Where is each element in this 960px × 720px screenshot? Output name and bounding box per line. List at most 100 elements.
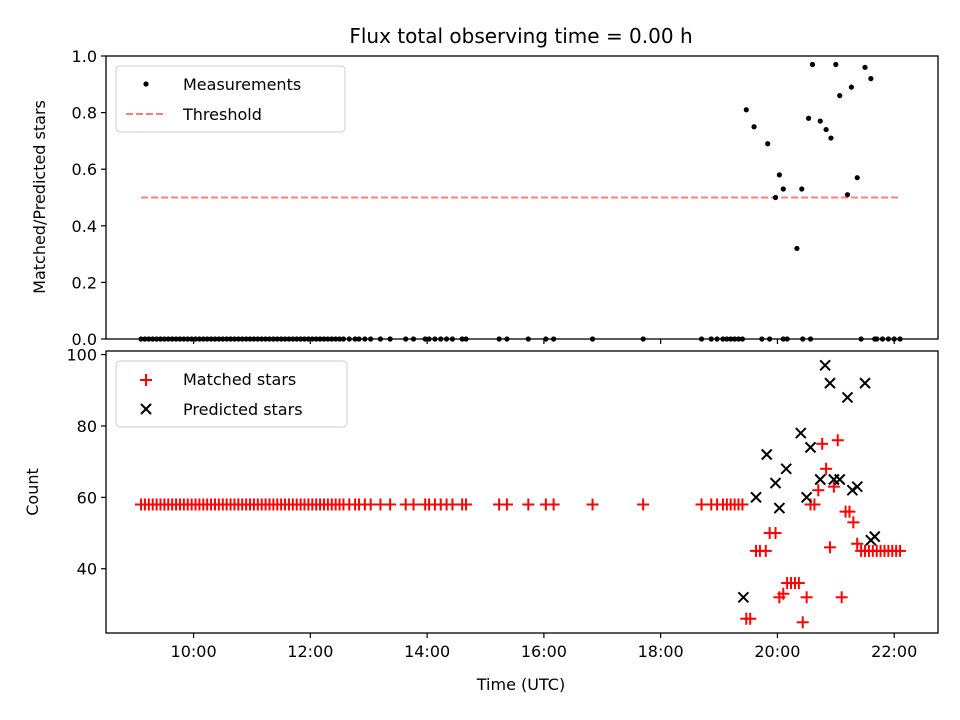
bottom-y-tick-label: 80	[77, 417, 97, 436]
measurement-point	[868, 76, 874, 82]
measurement-point	[844, 192, 851, 198]
matched-star-point	[637, 498, 650, 511]
matched-star-point	[800, 591, 813, 604]
predicted-star-point	[869, 530, 881, 543]
matched-star-point	[808, 498, 821, 511]
bottom-y-tick-label: 100	[66, 346, 97, 365]
measurement-point	[854, 175, 860, 181]
matched-star-point	[586, 498, 599, 511]
predicted-star-point	[841, 391, 854, 404]
predicted-star-point	[859, 377, 871, 389]
legend-measurements-marker	[143, 81, 149, 87]
measurement-point	[817, 118, 823, 124]
measurement-point	[780, 186, 786, 192]
bottom-plot-area	[135, 359, 907, 629]
measurement-point	[828, 135, 834, 141]
measurement-point	[848, 84, 854, 90]
x-tick-label: 22:00	[871, 642, 917, 661]
bottom-x-ticks: 10:00 12:00 14:00 16:00 18:00 20:00 22:00	[171, 633, 917, 661]
matched-star-point	[843, 505, 856, 518]
measurement-point	[772, 194, 779, 201]
matched-star-point	[835, 591, 848, 604]
matched-star-point	[744, 612, 757, 625]
matched-star-point	[769, 527, 782, 540]
measurement-point	[794, 245, 800, 252]
predicted-star-point	[824, 377, 836, 389]
bottom-panel: 40 60 80 100 10:00 12:00 14:00 16:00 18:00 20:00…	[23, 346, 939, 694]
top-panel: 0.0 0.2 0.4 0.6 0.8 1.0 Matched/Predicted sta…	[30, 47, 939, 349]
matched-star-point	[827, 480, 840, 493]
matched-star-point	[460, 498, 473, 511]
predicted-star-point	[800, 491, 813, 504]
measurement-point	[837, 93, 843, 99]
matched-star-point	[796, 616, 809, 629]
measurement-point	[743, 107, 749, 113]
top-plot-area	[138, 61, 903, 342]
predicted-star-point	[814, 473, 826, 486]
measurement-point	[809, 61, 816, 68]
matched-star-point	[831, 434, 844, 447]
measurement-point	[776, 172, 782, 178]
predicted-star-point	[851, 480, 863, 493]
legend-matched-marker	[140, 374, 152, 386]
matched-star-point	[823, 541, 836, 554]
matched-star-point	[851, 537, 864, 550]
bottom-axes-frame	[105, 350, 939, 634]
x-axis-label: Time (UTC)	[476, 675, 565, 694]
chart-title: Flux total observing time = 0.00 h	[349, 24, 692, 48]
bottom-y-tick-label: 40	[77, 560, 97, 579]
matched-star-point	[547, 498, 560, 511]
top-y-tick-label: 1.0	[72, 47, 97, 66]
measurement-point	[805, 115, 812, 121]
top-y-ticks: 0.0 0.2 0.4 0.6 0.8 1.0	[72, 47, 106, 349]
matched-star-point	[812, 484, 825, 497]
matched-star-point	[384, 498, 397, 511]
legend-threshold-label: Threshold	[182, 105, 262, 124]
measurement-point	[833, 61, 839, 68]
predicted-star-point	[819, 359, 831, 371]
top-axes-frame	[105, 55, 939, 340]
x-tick-label: 18:00	[638, 642, 684, 661]
bottom-y-tick-label: 60	[77, 488, 97, 507]
legend-predicted-label: Predicted stars	[183, 400, 303, 419]
top-legend: Measurements Threshold	[115, 65, 346, 133]
predicted-star-point	[761, 448, 773, 461]
x-tick-label: 14:00	[404, 642, 450, 661]
matched-star-point	[759, 544, 772, 557]
matched-star-point	[407, 498, 420, 511]
matched-star-point	[820, 462, 833, 475]
top-y-tick-label: 0.4	[72, 217, 97, 236]
matched-star-point	[816, 437, 829, 450]
bottom-legend: Matched stars Predicted stars	[115, 360, 348, 428]
predicted-star-point	[773, 502, 786, 514]
top-x-ticks	[192, 339, 895, 344]
matched-star-point	[736, 498, 749, 511]
bottom-y-axis-label: Count	[23, 468, 42, 516]
top-y-tick-label: 0.6	[72, 160, 97, 179]
bottom-y-ticks: 40 60 80 100	[66, 346, 106, 579]
legend-measurements-label: Measurements	[183, 75, 301, 94]
top-y-tick-label: 0.0	[72, 330, 97, 349]
predicted-star-point	[780, 463, 792, 475]
legend-predicted-marker	[140, 403, 152, 415]
legend-matched-label: Matched stars	[183, 370, 296, 389]
predicted-star-point	[750, 491, 762, 504]
matched-star-point	[777, 587, 790, 600]
x-tick-label: 20:00	[754, 642, 800, 661]
matched-star-point	[500, 498, 513, 511]
x-tick-label: 10:00	[171, 642, 217, 661]
predicted-star-point	[737, 591, 750, 604]
matched-star-point	[522, 498, 535, 511]
measurement-point	[799, 186, 805, 192]
predicted-star-point	[769, 477, 782, 489]
predicted-star-point	[834, 473, 846, 486]
top-y-tick-label: 0.2	[72, 273, 97, 292]
predicted-star-point	[795, 427, 807, 439]
measurement-point	[862, 64, 868, 70]
top-y-axis-label: Matched/Predicted stars	[30, 100, 49, 294]
matched-star-point	[792, 577, 805, 590]
measurement-point	[765, 141, 771, 147]
x-tick-label: 16:00	[521, 642, 567, 661]
top-y-tick-label: 0.8	[72, 104, 97, 123]
